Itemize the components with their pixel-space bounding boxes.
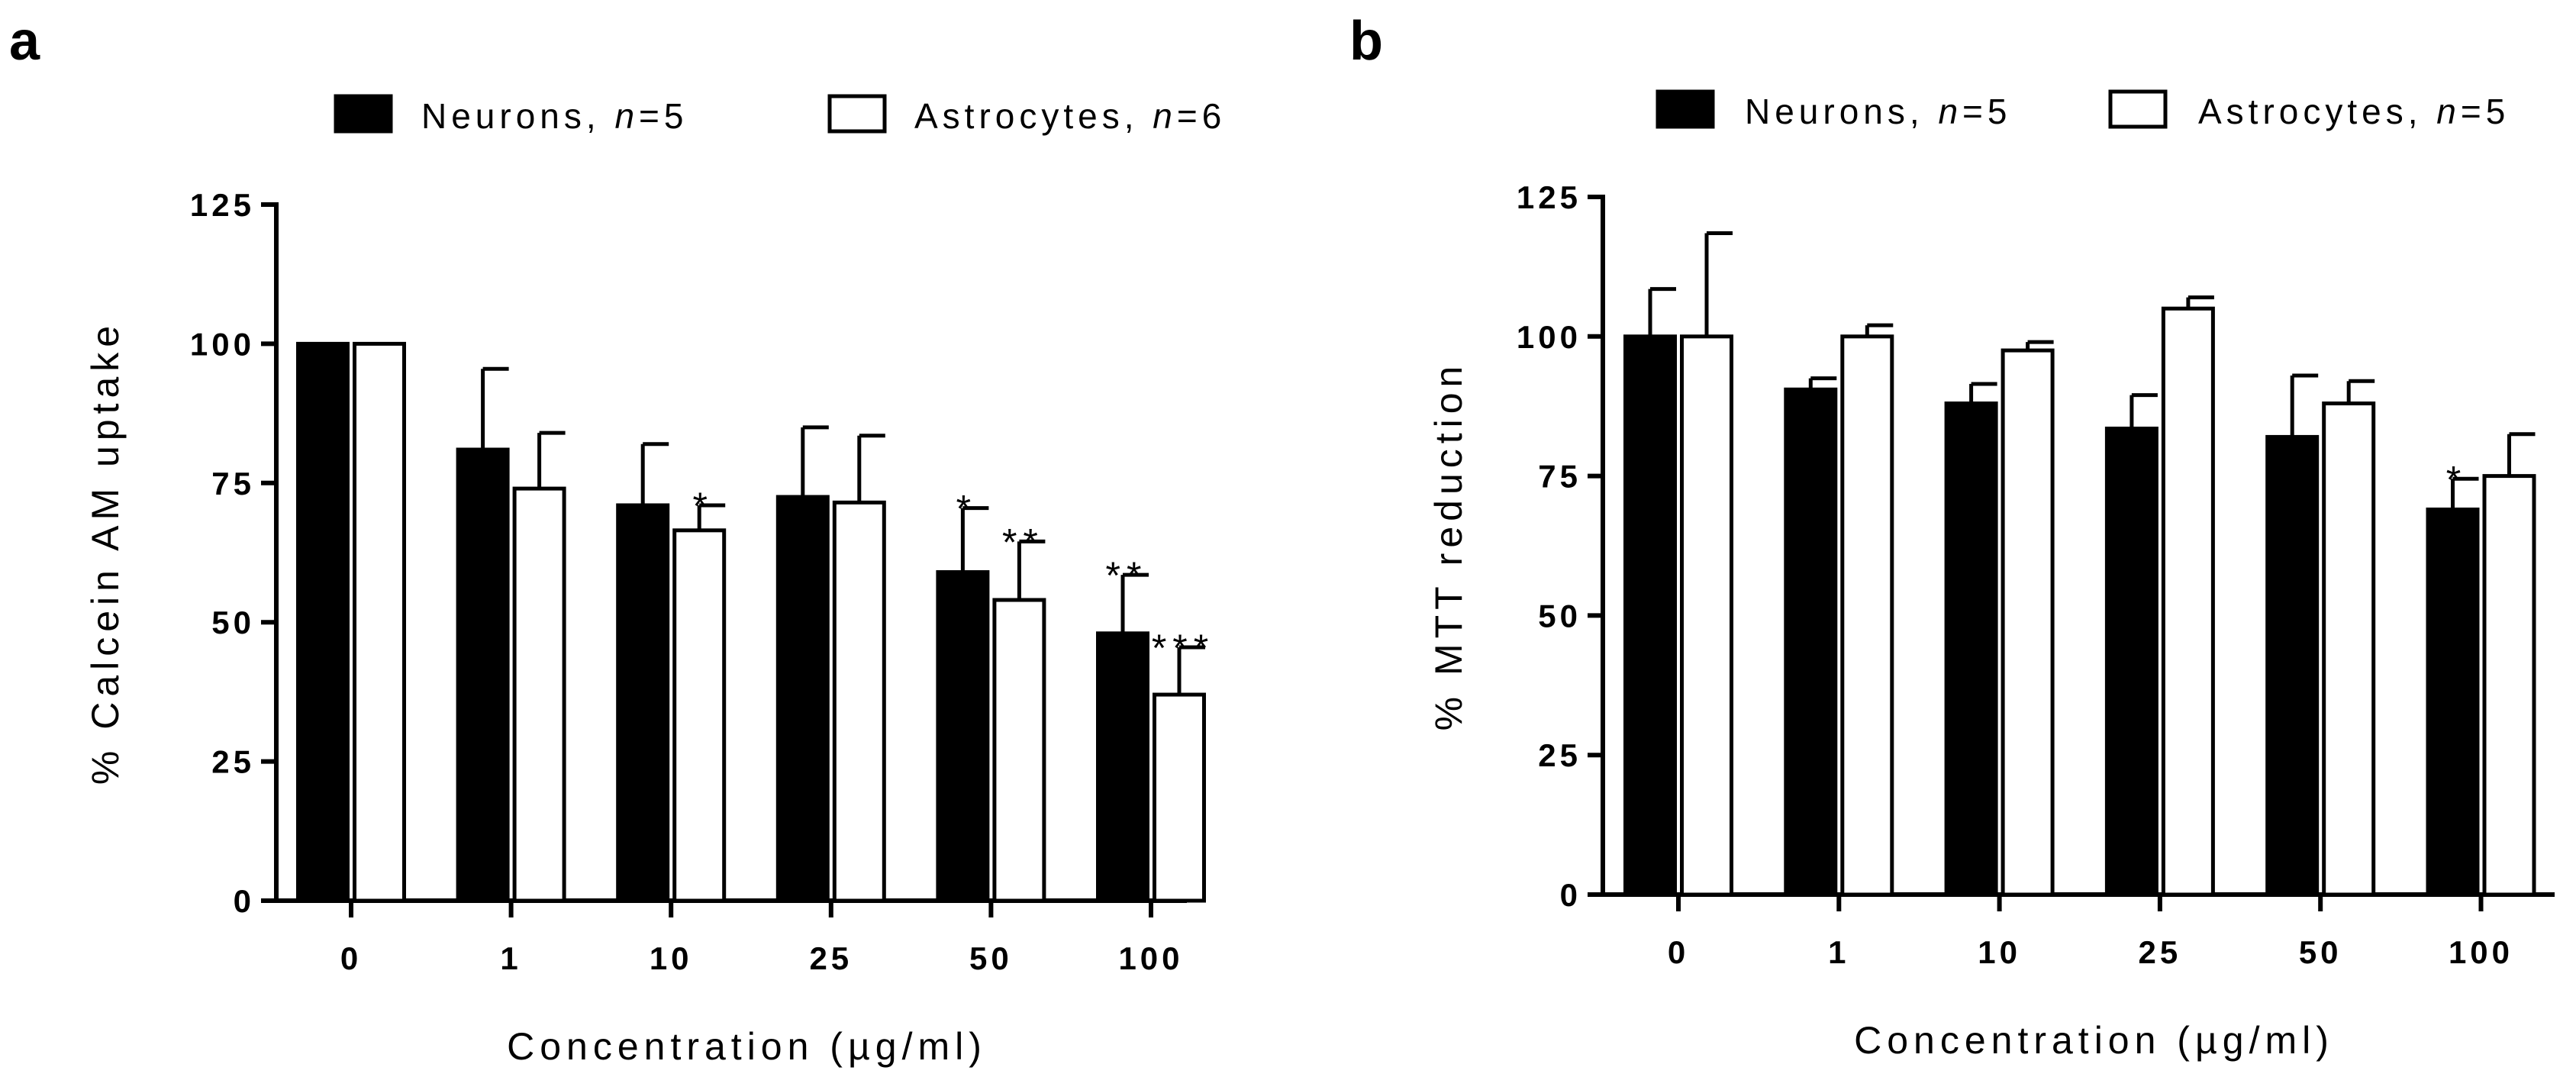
chart-a-y-tick-label: 25 [211,744,255,780]
chart-b-y-tick-label: 75 [1538,459,1581,495]
chart-b-y-tick-label: 0 [1560,877,1581,913]
chart-b-bar-neurons-10 [1944,401,1998,897]
chart-a-x-tick-label: 1 [500,940,521,976]
chart-a-x-tick-label: 50 [969,940,1013,976]
chart-b-y-axis-title: % MTT reduction [1427,361,1470,731]
chart-a-y-tick-label: 75 [211,466,255,501]
chart-b-x-tick-label: 100 [2449,934,2513,970]
chart-b-bar-astrocytes-50 [2322,401,2376,897]
chart-b-bar-neurons-25 [2104,426,2158,897]
chart-b-bar-astrocytes-10 [2001,348,2055,897]
chart-a-y-tick-label: 0 [234,883,255,919]
panel-label-b: b [1349,11,1383,72]
chart-a-bar-neurons-25 [775,495,830,903]
chart-a-significance-astrocytes-50: ** [1002,521,1044,563]
chart-b-x-tick-label: 10 [1978,934,2021,970]
chart-b-bar-neurons-50 [2265,434,2320,897]
chart-b-x-tick-label: 25 [2139,934,2182,970]
chart-b-y-tick-label: 25 [1538,737,1581,773]
chart-a-bar-astrocytes-10 [672,528,727,903]
chart-b-significance-neurons-100: * [2446,458,2467,501]
chart-a-legend-swatch-astrocytes [827,94,887,134]
chart-a-significance-astrocytes-10: * [692,485,713,527]
chart-b-legend-swatch-astrocytes [2108,89,2168,129]
chart-a-legend-label-neurons: Neurons, n=5 [421,96,688,136]
chart-b-legend-label-astrocytes: Astrocytes, n=5 [2198,92,2510,131]
chart-a-y-tick-label: 50 [211,605,255,640]
chart-a-bar-neurons-10 [616,503,670,903]
chart-a-x-tick-label: 10 [650,940,693,976]
chart-a-y-tick-label: 100 [190,326,255,362]
chart-a-significance-neurons-100: ** [1106,554,1148,597]
chart-b-y-tick-label: 50 [1538,598,1581,634]
chart-panel-a: Neurons, n=5 Astrocytes, n=60255075100125… [84,94,1226,1068]
chart-a-bar-neurons-1 [456,447,510,903]
chart-a-bar-astrocytes-1 [512,486,566,903]
chart-b-y-tick-label: 100 [1517,319,1581,355]
chart-b-bar-neurons-0 [1623,334,1677,897]
chart-a-x-tick-label: 0 [340,940,362,976]
chart-a-x-tick-label: 100 [1118,940,1183,976]
chart-b-x-tick-label: 50 [2299,934,2342,970]
chart-a-x-axis-title: Concentration (µg/ml) [507,1025,987,1068]
chart-a-x-tick-label: 25 [809,940,853,976]
chart-b-x-tick-label: 1 [1828,934,1849,970]
chart-panel-b: Neurons, n=5 Astrocytes, n=50255075100125… [1427,89,2555,1062]
chart-a-legend-swatch-neurons [334,94,393,134]
chart-a-bar-neurons-0 [296,341,350,903]
chart-a-y-tick-label: 125 [190,187,255,223]
chart-b-bar-astrocytes-1 [1840,334,1894,897]
chart-b-legend-swatch-neurons [1656,89,1715,129]
panel-label-a: a [9,11,40,72]
chart-b-bar-astrocytes-100 [2482,474,2536,897]
chart-b-legend-label-neurons: Neurons, n=5 [1745,92,2011,131]
chart-a-bar-astrocytes-50 [992,598,1046,903]
chart-b-bar-astrocytes-0 [1680,334,1733,897]
chart-a-bar-neurons-100 [1096,631,1149,903]
chart-a-y-axis-title: % Calcein AM uptake [84,321,127,785]
chart-a-significance-astrocytes-100: *** [1152,627,1214,669]
chart-b-bar-neurons-1 [1784,387,1838,897]
chart-b-x-tick-label: 0 [1668,934,1689,970]
chart-b-bar-astrocytes-25 [2161,306,2215,897]
chart-a-bar-astrocytes-0 [353,341,406,903]
chart-a-bar-astrocytes-100 [1153,692,1206,903]
chart-a-significance-neurons-50: * [956,488,977,530]
chart-a-legend-label-astrocytes: Astrocytes, n=6 [914,96,1226,136]
chart-b-bar-neurons-100 [2426,507,2480,897]
chart-a-bar-astrocytes-25 [832,500,886,903]
chart-b-x-axis-title: Concentration (µg/ml) [1854,1019,2334,1062]
chart-a-bar-neurons-50 [936,570,990,903]
chart-b-y-tick-label: 125 [1517,179,1581,215]
